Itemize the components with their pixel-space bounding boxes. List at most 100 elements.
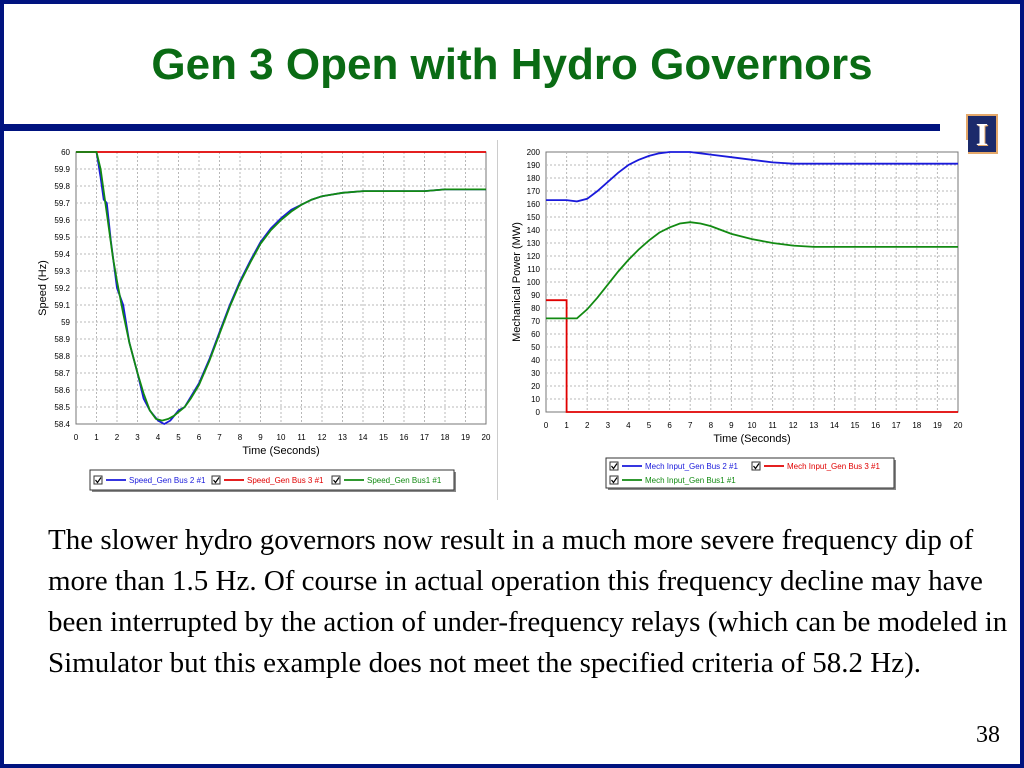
x-tick-label: 15 bbox=[851, 421, 860, 430]
x-tick-label: 8 bbox=[709, 421, 714, 430]
legend-label: Mech Input_Gen Bus 2 #1 bbox=[645, 462, 739, 471]
y-tick-label: 30 bbox=[531, 369, 540, 378]
y-tick-label: 70 bbox=[531, 317, 540, 326]
x-tick-label: 3 bbox=[135, 433, 140, 442]
legend-checkbox[interactable] bbox=[93, 475, 103, 485]
chart-svg-0: 0 1 2 3 4 5 6 7 8 9 10 11 12 13 14 15 16 17 18 19 2058.458.5… bbox=[37, 148, 491, 492]
y-tick-label: 60 bbox=[531, 330, 540, 339]
legend-checkbox[interactable] bbox=[609, 475, 619, 485]
x-tick-label: 16 bbox=[400, 433, 409, 442]
y-tick-label: 59 bbox=[61, 318, 70, 327]
y-tick-label: 60 bbox=[61, 148, 70, 157]
y-tick-label: 59.5 bbox=[54, 233, 70, 242]
speed-chart: 0 1 2 3 4 5 6 7 8 9 10 11 12 13 14 15 16 17 18 19 20 58.4 58.5… bbox=[26, 140, 496, 500]
x-tick-label: 19 bbox=[933, 421, 942, 430]
legend-label: Mech Input_Gen Bus1 #1 bbox=[645, 476, 736, 485]
x-tick-label: 6 bbox=[667, 421, 672, 430]
x-tick-label: 10 bbox=[277, 433, 286, 442]
x-tick-label: 10 bbox=[748, 421, 757, 430]
chart-svg-1: 0 1 2 3 4 5 6 7 8 9 10 11 12 13 14 15 16 17 18 19 2001020304… bbox=[511, 148, 963, 490]
x-tick-label: 9 bbox=[729, 421, 734, 430]
checkmark-icon bbox=[95, 477, 102, 484]
x-tick-label: 18 bbox=[441, 433, 450, 442]
y-tick-label: 59.7 bbox=[54, 199, 70, 208]
x-tick-label: 8 bbox=[238, 433, 243, 442]
x-tick-label: 16 bbox=[871, 421, 880, 430]
series-line-0 bbox=[546, 151, 958, 203]
legend-box bbox=[89, 469, 455, 491]
checkmark-icon bbox=[213, 477, 220, 484]
x-tick-label: 13 bbox=[809, 421, 818, 430]
x-tick-label: 20 bbox=[482, 433, 491, 442]
legend-label: Speed_Gen Bus1 #1 bbox=[367, 476, 442, 485]
legend-checkbox[interactable] bbox=[609, 461, 619, 471]
x-tick-label: 12 bbox=[789, 421, 798, 430]
x-tick-label: 7 bbox=[217, 433, 222, 442]
y-tick-label: 10 bbox=[531, 395, 540, 404]
y-tick-label: 59.8 bbox=[54, 182, 70, 191]
y-tick-label: 110 bbox=[527, 265, 540, 274]
x-tick-label: 0 bbox=[544, 421, 549, 430]
x-tick-label: 4 bbox=[626, 421, 631, 430]
series-line-2 bbox=[546, 221, 958, 320]
checkmark-icon bbox=[611, 463, 618, 470]
y-tick-label: 59.2 bbox=[54, 284, 70, 293]
checkmark-icon bbox=[611, 477, 618, 484]
y-tick-label: 59.1 bbox=[54, 301, 70, 310]
y-axis-label: Speed (Hz) bbox=[37, 260, 49, 316]
y-tick-label: 59.4 bbox=[54, 250, 70, 259]
y-tick-label: 140 bbox=[527, 226, 541, 235]
mech-power-chart: 0 1 2 3 4 5 6 7 8 9 10 11 12 13 14 15 16 17 18 19 20 0 10 20 30 4… bbox=[497, 140, 968, 500]
checkmark-icon bbox=[753, 463, 760, 470]
legend-checkbox[interactable] bbox=[211, 475, 221, 485]
y-tick-label: 58.9 bbox=[54, 335, 70, 344]
x-tick-label: 14 bbox=[359, 433, 368, 442]
page-number: 38 bbox=[976, 722, 1000, 748]
x-tick-label: 5 bbox=[176, 433, 181, 442]
x-tick-label: 12 bbox=[318, 433, 327, 442]
y-tick-label: 100 bbox=[527, 278, 541, 287]
x-tick-label: 4 bbox=[156, 433, 161, 442]
y-tick-label: 80 bbox=[531, 304, 540, 313]
y-tick-label: 160 bbox=[527, 200, 541, 209]
y-tick-label: 58.4 bbox=[54, 420, 70, 429]
y-tick-label: 59.3 bbox=[54, 267, 70, 276]
title-rule bbox=[4, 124, 940, 131]
x-tick-label: 6 bbox=[197, 433, 202, 442]
x-tick-label: 1 bbox=[564, 421, 569, 430]
x-tick-label: 0 bbox=[74, 433, 79, 442]
y-tick-label: 150 bbox=[527, 213, 541, 222]
x-axis-label: Time (Seconds) bbox=[713, 433, 790, 445]
x-tick-label: 9 bbox=[258, 433, 263, 442]
y-tick-label: 90 bbox=[531, 291, 540, 300]
y-tick-label: 120 bbox=[527, 252, 541, 261]
slide-title: Gen 3 Open with Hydro Governors bbox=[151, 40, 873, 89]
logo-letter: I bbox=[975, 116, 989, 152]
x-tick-label: 3 bbox=[606, 421, 611, 430]
y-tick-label: 58.5 bbox=[54, 403, 70, 412]
x-tick-label: 13 bbox=[338, 433, 347, 442]
y-tick-label: 50 bbox=[531, 343, 540, 352]
legend-checkbox[interactable] bbox=[751, 461, 761, 471]
x-tick-label: 5 bbox=[647, 421, 652, 430]
x-tick-label: 17 bbox=[420, 433, 429, 442]
y-tick-label: 58.6 bbox=[54, 386, 70, 395]
legend-label: Mech Input_Gen Bus 3 #1 bbox=[787, 462, 881, 471]
legend-box bbox=[605, 457, 895, 489]
x-tick-label: 1 bbox=[94, 433, 99, 442]
x-tick-label: 2 bbox=[115, 433, 120, 442]
y-tick-label: 0 bbox=[536, 408, 541, 417]
y-tick-label: 58.7 bbox=[54, 369, 70, 378]
x-tick-label: 15 bbox=[379, 433, 388, 442]
y-tick-label: 170 bbox=[527, 187, 541, 196]
y-tick-label: 40 bbox=[531, 356, 540, 365]
legend-label: Speed_Gen Bus 3 #1 bbox=[247, 476, 324, 485]
legend-checkbox[interactable] bbox=[331, 475, 341, 485]
y-tick-label: 130 bbox=[527, 239, 541, 248]
slide-body-text: The slower hydro governors now result in… bbox=[48, 524, 1008, 679]
y-tick-label: 59.9 bbox=[54, 165, 70, 174]
x-axis-label: Time (Seconds) bbox=[242, 445, 319, 457]
y-axis-label: Mechanical Power (MW) bbox=[511, 222, 523, 342]
y-tick-label: 180 bbox=[527, 174, 541, 183]
